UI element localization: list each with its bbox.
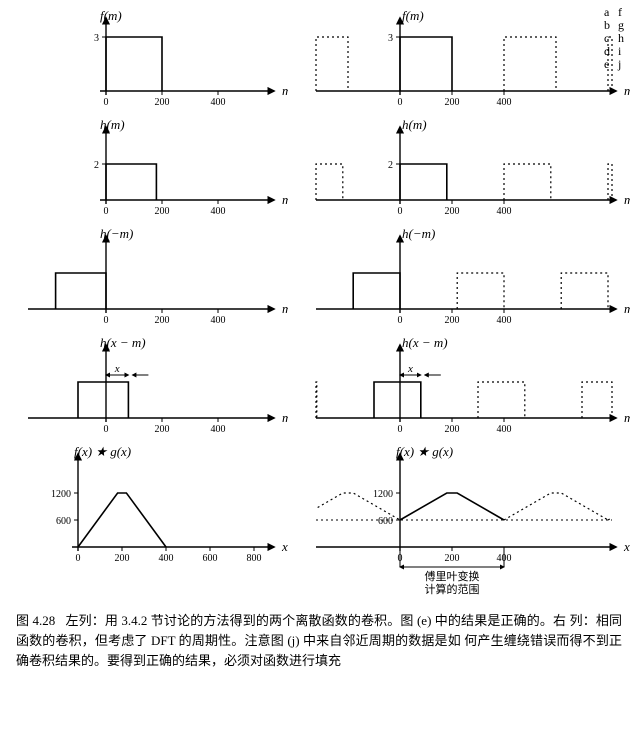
svg-text:m: m <box>624 301 630 316</box>
svg-text:0: 0 <box>104 424 109 435</box>
svg-text:200: 200 <box>155 206 170 217</box>
function-label: h(m) <box>100 117 125 133</box>
svg-text:0: 0 <box>398 206 403 217</box>
function-label: h(m) <box>402 117 427 133</box>
svg-text:m: m <box>282 83 288 98</box>
svg-text:0: 0 <box>398 424 403 435</box>
function-label: f(x) ★ g(x) <box>74 444 131 460</box>
svg-text:400: 400 <box>211 315 226 326</box>
svg-text:3: 3 <box>94 33 99 44</box>
function-label: h(−m) <box>402 226 435 242</box>
svg-text:400: 400 <box>497 315 512 326</box>
function-label: f(m) <box>402 8 424 24</box>
function-label: f(m) <box>100 8 122 24</box>
svg-text:2: 2 <box>388 160 393 171</box>
svg-text:200: 200 <box>445 97 460 108</box>
svg-text:200: 200 <box>445 206 460 217</box>
svg-text:m: m <box>624 410 630 425</box>
svg-text:200: 200 <box>445 553 460 564</box>
svg-text:0: 0 <box>398 97 403 108</box>
svg-text:1200: 1200 <box>373 489 393 500</box>
function-label: h(x − m) <box>100 335 146 351</box>
chart-panel: h(x − m) 0 200 400 m x <box>8 335 298 440</box>
chart-panel: h(x − m) 0 200 400 m x <box>310 335 630 440</box>
function-label: f(x) ★ g(x) <box>396 444 453 460</box>
svg-text:600: 600 <box>56 516 71 527</box>
svg-text:m: m <box>282 192 288 207</box>
svg-text:m: m <box>624 83 630 98</box>
svg-text:x: x <box>114 363 120 375</box>
figure-caption: 图 4.28 左列：用 3.4.2 节讨论的方法得到的两个离散函数的卷积。图 (… <box>8 611 630 671</box>
chart-panel: f(m) 0 200 400 3 m <box>8 8 298 113</box>
svg-text:0: 0 <box>104 97 109 108</box>
svg-text:m: m <box>624 192 630 207</box>
chart-panel: h(−m) 0 200 400 m <box>8 226 298 331</box>
svg-text:400: 400 <box>497 424 512 435</box>
svg-text:200: 200 <box>155 424 170 435</box>
svg-text:0: 0 <box>76 553 81 564</box>
chart-panel: f(x) ★ g(x)02004006001200x傅里叶变换计算的范围 <box>310 444 630 595</box>
chart-panel: h(m) 0 200 400 2 m <box>8 117 298 222</box>
function-label: h(−m) <box>100 226 133 242</box>
chart-panel: h(−m) 0 200 400 m <box>310 226 630 331</box>
svg-text:0: 0 <box>104 206 109 217</box>
range-annot-line1: 傅里叶变换 <box>425 571 480 583</box>
svg-text:x: x <box>281 539 288 554</box>
svg-text:1200: 1200 <box>51 489 71 500</box>
svg-text:800: 800 <box>247 553 262 564</box>
svg-text:2: 2 <box>94 160 99 171</box>
figure-caption-text: 左列：用 3.4.2 节讨论的方法得到的两个离散函数的卷积。图 (e) 中的结果… <box>16 613 622 668</box>
svg-text:400: 400 <box>159 553 174 564</box>
svg-text:200: 200 <box>115 553 130 564</box>
svg-text:0: 0 <box>104 315 109 326</box>
svg-text:400: 400 <box>211 424 226 435</box>
svg-text:600: 600 <box>203 553 218 564</box>
svg-text:400: 400 <box>497 206 512 217</box>
figure-number: 图 4.28 <box>16 613 55 628</box>
svg-text:200: 200 <box>445 424 460 435</box>
function-label: h(x − m) <box>402 335 448 351</box>
chart-panel: h(m) 0 200 400 2 m <box>310 117 630 222</box>
svg-text:x: x <box>623 539 630 554</box>
range-annot-line2: 计算的范围 <box>425 584 480 596</box>
svg-text:200: 200 <box>155 97 170 108</box>
svg-text:x: x <box>407 363 413 375</box>
chart-panel: f(m) 0 200 400 3 m <box>310 8 630 113</box>
svg-text:m: m <box>282 410 288 425</box>
svg-text:m: m <box>282 301 288 316</box>
svg-text:600: 600 <box>378 516 393 527</box>
svg-text:400: 400 <box>497 97 512 108</box>
svg-text:200: 200 <box>445 315 460 326</box>
plot-grid: f(m)02004003mf(m)02004003mh(m)02004002mh… <box>8 8 630 595</box>
svg-text:400: 400 <box>211 206 226 217</box>
svg-text:3: 3 <box>388 33 393 44</box>
range-annotation: 傅里叶变换计算的范围 <box>412 571 492 597</box>
svg-text:200: 200 <box>155 315 170 326</box>
svg-text:0: 0 <box>398 315 403 326</box>
chart-panel: f(x) ★ g(x) 0 200 400 600 800 600 1200 x <box>8 444 298 595</box>
svg-text:400: 400 <box>211 97 226 108</box>
